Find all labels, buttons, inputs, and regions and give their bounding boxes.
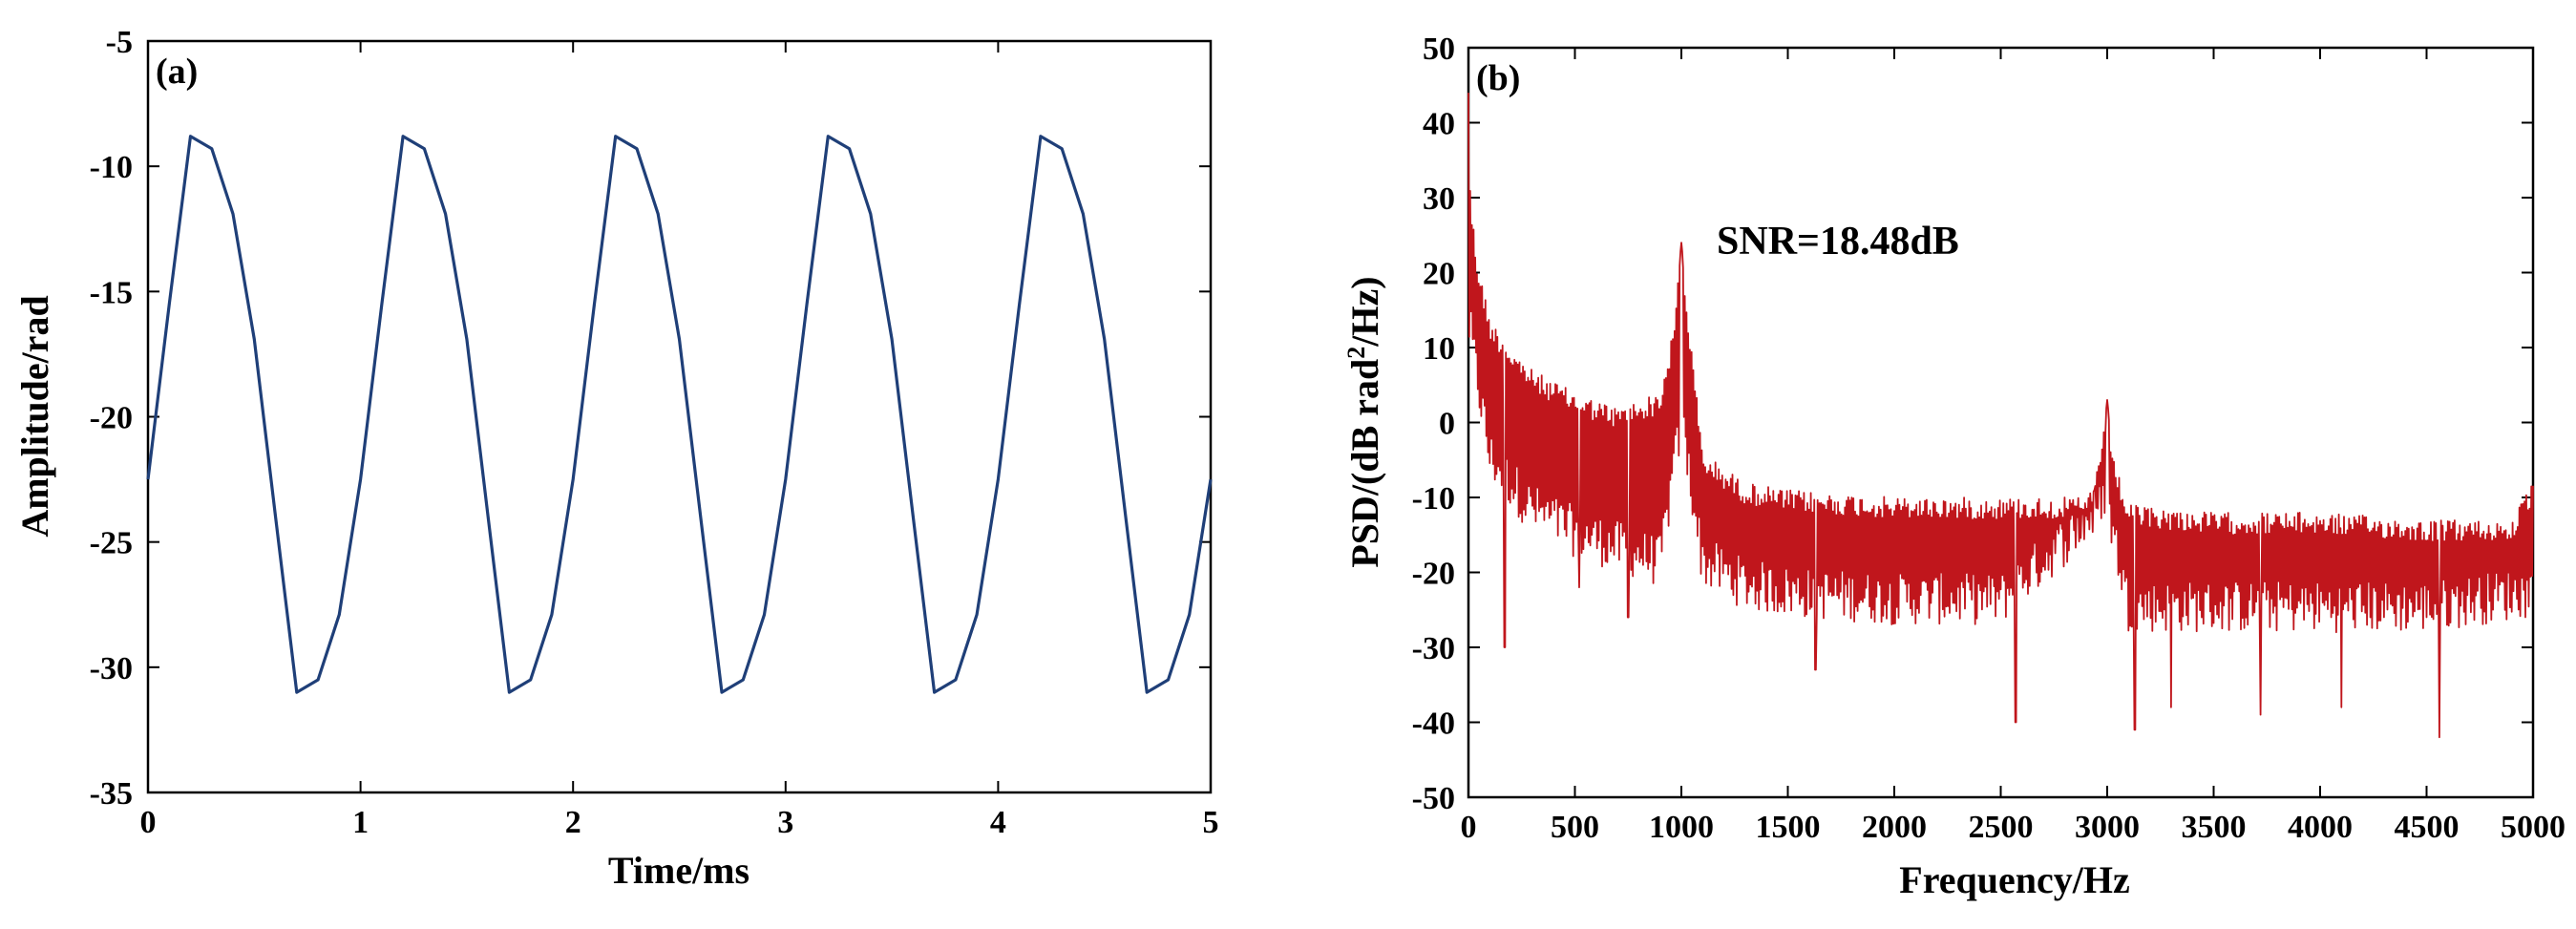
chart-b-y-tick-label: 10 — [1423, 331, 1455, 367]
chart-a-series-line — [146, 135, 1213, 694]
chart-a-y-tick-label: -5 — [106, 25, 133, 60]
chart-a-y-tick-label: -30 — [90, 651, 133, 686]
chart-a-x-tick-label: 2 — [565, 805, 581, 840]
chart-b-y-label: PSD/(dB rad2/Hz) — [1342, 276, 1386, 567]
chart-a-x-tick-labels: 0 1 2 3 4 5 — [140, 805, 1219, 840]
chart-b-x-tick-label: 1000 — [1649, 810, 1714, 845]
chart-b-y-tick-label: -30 — [1412, 631, 1455, 666]
chart-b-x-tick-label: 0 — [1461, 810, 1477, 845]
chart-a-y-label: Amplitude/rad — [13, 295, 56, 537]
chart-a-ticks — [147, 40, 1212, 793]
chart-b-y-tick-label: 30 — [1423, 181, 1455, 217]
chart-a-y-tick-label: -25 — [90, 526, 133, 561]
chart-b-y-label-superscript: 2 — [1342, 347, 1370, 359]
chart-b-y-tick-label: 20 — [1423, 257, 1455, 292]
chart-a-y-tick-label: -35 — [90, 776, 133, 812]
chart-b-series — [1467, 93, 2534, 739]
chart-b-series-line — [1467, 93, 2534, 739]
chart-b-y-tick-label: 50 — [1423, 32, 1455, 67]
chart-b-y-tick-label: 40 — [1423, 107, 1455, 142]
chart-b-x-tick-label: 4000 — [2288, 810, 2353, 845]
chart-a-y-tick-label: -10 — [90, 150, 133, 185]
chart-b-y-label-main: PSD/(dB rad — [1343, 359, 1386, 568]
chart-b-panel-label: (b) — [1476, 58, 1520, 98]
chart-b-x-label: Frequency/Hz — [1899, 858, 2129, 901]
chart-b-ticks — [1467, 47, 2534, 798]
chart-a-x-tick-label: 0 — [140, 805, 157, 840]
chart-b-x-tick-label: 3000 — [2075, 810, 2140, 845]
chart-a-y-tick-labels: -5 -10 -15 -20 -25 -30 -35 — [90, 25, 133, 812]
chart-a-x-label: Time/ms — [608, 849, 750, 892]
chart-a-y-tick-label: -15 — [90, 275, 133, 310]
chart-a-x-tick-label: 5 — [1203, 805, 1219, 840]
chart-b: 0 500 1000 1500 2000 2500 3000 3500 4000 4500 5000… — [1342, 32, 2565, 901]
chart-a-frame — [146, 39, 1213, 794]
chart-b-y-tick-label: -20 — [1412, 557, 1455, 592]
chart-a-x-tick-label: 4 — [990, 805, 1006, 840]
chart-a-x-tick-label: 3 — [777, 805, 793, 840]
chart-b-frame — [1467, 46, 2535, 799]
chart-b-y-tick-label: -10 — [1412, 481, 1455, 517]
chart-b-x-tick-label: 2000 — [1862, 810, 1927, 845]
chart-b-y-tick-label: 0 — [1439, 407, 1455, 442]
chart-a-series — [146, 135, 1213, 694]
chart-b-y-tick-label: -40 — [1412, 707, 1455, 742]
chart-b-y-tick-label: -50 — [1412, 781, 1455, 816]
chart-b-x-tick-label: 5000 — [2501, 810, 2565, 845]
chart-b-x-tick-label: 1500 — [1756, 810, 1821, 845]
chart-b-x-tick-labels: 0 500 1000 1500 2000 2500 3000 3500 4000 4500 5000 — [1461, 810, 2566, 845]
chart-b-snr-annotation: SNR=18.48dB — [1717, 220, 1959, 264]
chart-b-x-tick-label: 2500 — [1969, 810, 2034, 845]
chart-b-x-tick-label: 4500 — [2395, 810, 2460, 845]
chart-a-x-tick-label: 1 — [352, 805, 369, 840]
chart-b-x-tick-label: 500 — [1551, 810, 1599, 845]
chart-a-y-tick-label: -20 — [90, 401, 133, 436]
chart-b-x-tick-label: 3500 — [2182, 810, 2247, 845]
chart-b-y-tick-labels: 50 40 30 20 10 0 -10 -20 -30 -40 -50 — [1412, 32, 1455, 816]
chart-a-panel-label: (a) — [156, 52, 198, 92]
chart-b-y-label-end: /Hz) — [1343, 276, 1386, 347]
